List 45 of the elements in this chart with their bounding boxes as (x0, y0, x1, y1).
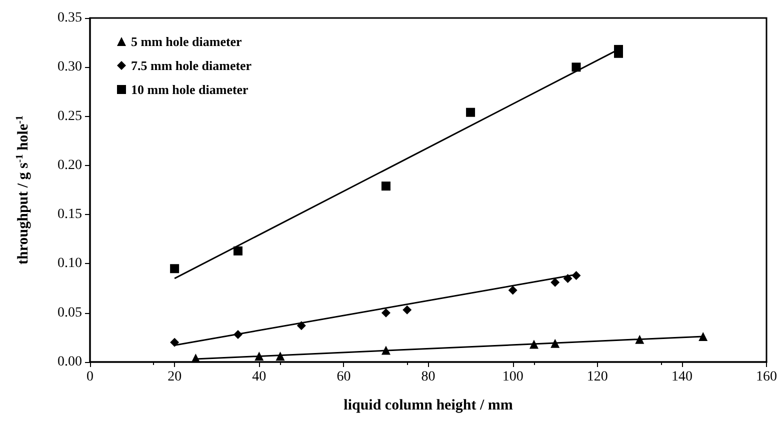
y-tick-label: 0.00 (58, 354, 82, 370)
point (402, 305, 412, 314)
point (381, 308, 390, 318)
x-tick-label: 40 (252, 370, 266, 384)
point (233, 330, 242, 339)
point (381, 346, 390, 355)
x-tick-label: 160 (756, 370, 777, 384)
legend-label: 5 mm hole diameter (131, 34, 242, 49)
point (233, 246, 242, 256)
point (550, 338, 560, 348)
x-tick-label: 140 (671, 370, 692, 384)
point (698, 332, 708, 341)
legend-label: 10 mm hole diameter (131, 82, 249, 97)
x-axis-title: liquid column height / mm (344, 398, 514, 414)
point (276, 352, 285, 361)
point (550, 278, 560, 287)
y-tick-label: 0.25 (58, 108, 82, 124)
point (466, 108, 476, 117)
point (191, 354, 200, 363)
point (508, 286, 518, 295)
y-tick-label: 0.20 (58, 158, 82, 173)
x-tick-label: 100 (502, 370, 524, 384)
y-tick-label: 0.05 (58, 305, 82, 320)
point (296, 321, 306, 330)
y-tick-label: 0.35 (58, 10, 82, 26)
y-tick-label: 0.10 (58, 256, 82, 272)
y-tick-label: 0.15 (58, 207, 82, 222)
point (563, 274, 572, 283)
x-tick-label: 120 (586, 370, 608, 384)
x-tick-label: 0 (86, 370, 94, 384)
x-tick-label: 60 (336, 370, 351, 384)
point (254, 352, 264, 361)
point (170, 264, 180, 274)
x-tick-label: 80 (421, 370, 436, 384)
y-axis-title: throughput / g s-1 hole-1 (14, 116, 32, 264)
point (529, 340, 538, 349)
point (635, 334, 644, 344)
point (572, 271, 581, 280)
point (614, 48, 624, 58)
point (572, 62, 581, 72)
point (381, 182, 390, 191)
point (170, 338, 180, 347)
x-tick-label: 20 (168, 370, 182, 384)
legend-label: 7.5 mm hole diameter (131, 58, 252, 73)
y-tick-label: 0.30 (58, 60, 82, 75)
